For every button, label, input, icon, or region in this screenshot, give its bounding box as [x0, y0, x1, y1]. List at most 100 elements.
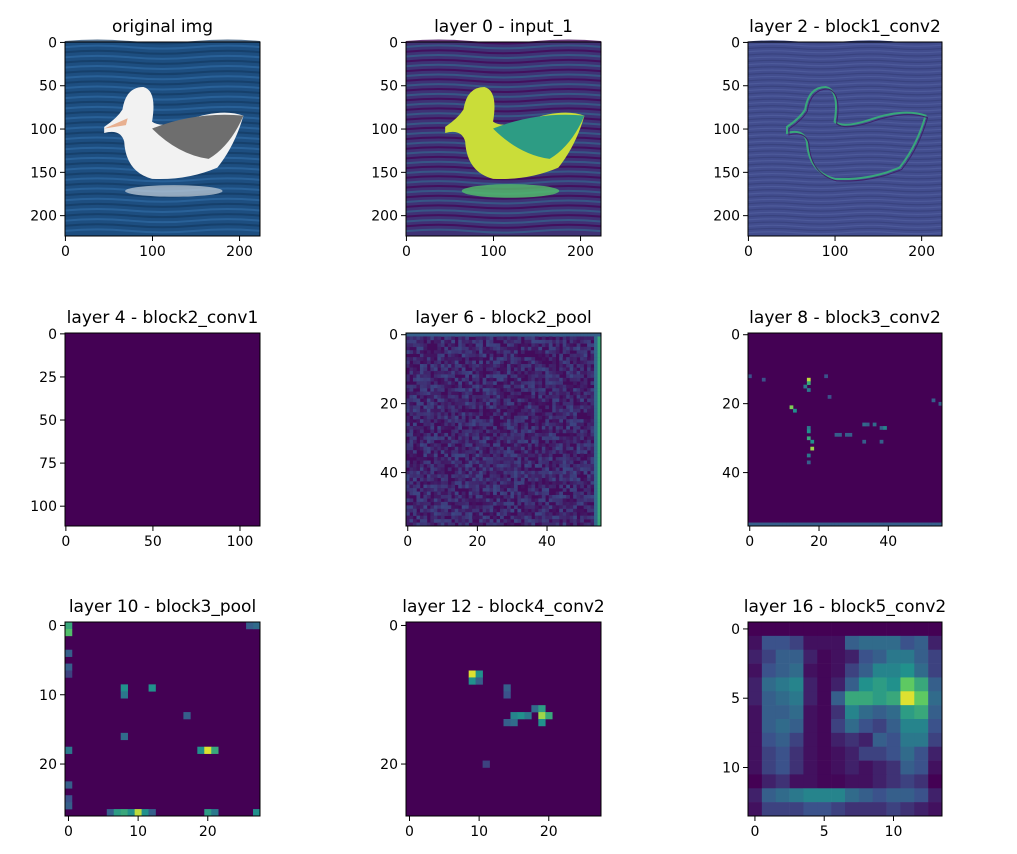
- heat-cell: [761, 677, 777, 692]
- heat-cell: [468, 388, 473, 392]
- heat-cell: [520, 505, 525, 510]
- heat-cell: [576, 333, 581, 337]
- heat-cell: [538, 415, 543, 420]
- heat-cell: [451, 370, 456, 375]
- heat-cell: [493, 405, 497, 410]
- heat-cell: [562, 512, 567, 516]
- panel-title-3: layer 4 - block2_conv1: [67, 308, 259, 328]
- heat-cell: [437, 446, 442, 451]
- x-tick-label: 100: [822, 244, 849, 260]
- heat-cell: [562, 350, 567, 354]
- heat-cell: [423, 436, 428, 441]
- heat-cell: [590, 395, 595, 399]
- heat-cell: [531, 439, 536, 444]
- heat-cell: [900, 802, 915, 817]
- heat-cell: [489, 470, 494, 475]
- heat-cell: [500, 491, 504, 496]
- heat-cell: [559, 439, 563, 444]
- heat-cell: [447, 519, 452, 523]
- heat-cell: [559, 426, 563, 430]
- heat-cell: [754, 522, 759, 526]
- heat-cell: [538, 377, 543, 382]
- heat-cell: [496, 450, 501, 454]
- heat-cell: [496, 477, 501, 482]
- heat-cell: [451, 353, 456, 358]
- heat-cell: [806, 381, 811, 385]
- heat-cell: [576, 481, 581, 485]
- heat-cell: [493, 463, 497, 468]
- heat-cell: [479, 364, 483, 368]
- heat-cell: [517, 360, 522, 365]
- heat-cell: [573, 453, 577, 458]
- heat-cell: [440, 512, 445, 516]
- heat-cell: [486, 339, 490, 344]
- heat-cell: [416, 481, 421, 485]
- heat-cell: [426, 474, 431, 479]
- heat-cell: [426, 453, 431, 458]
- heat-cell: [444, 439, 449, 444]
- heat-cell: [559, 446, 563, 451]
- heat-cell: [475, 343, 480, 348]
- heat-cell: [569, 364, 574, 368]
- heat-cell: [566, 364, 570, 368]
- heat-cell: [872, 522, 877, 526]
- heat-cell: [583, 381, 588, 385]
- heat-cell: [204, 746, 212, 754]
- heat-cell: [510, 488, 515, 492]
- heat-cell: [496, 446, 501, 451]
- heat-cell: [461, 432, 466, 437]
- heat-cell: [406, 384, 410, 389]
- wave-line: [405, 49, 602, 55]
- heat-cell: [503, 463, 508, 468]
- heat-cell: [416, 398, 421, 403]
- heat-cell: [479, 357, 483, 361]
- heat-cell: [831, 649, 846, 664]
- heat-cell: [879, 522, 884, 526]
- heat-cell: [761, 705, 777, 720]
- heat-cell: [458, 346, 463, 351]
- heat-cell: [461, 484, 466, 489]
- heat-cell: [475, 395, 480, 399]
- heat-cell: [555, 384, 560, 389]
- panel-image-8: [748, 622, 943, 817]
- heat-cell: [538, 364, 543, 368]
- heat-cell: [513, 419, 518, 423]
- axes-frame-0: [64, 41, 261, 237]
- heat-cell: [447, 450, 452, 454]
- heat-cell: [482, 401, 487, 406]
- heat-cell: [465, 501, 469, 506]
- heat-cell: [454, 364, 459, 368]
- axes-frame-7: [405, 621, 602, 817]
- heat-cell: [510, 381, 515, 385]
- heat-cell: [590, 491, 595, 496]
- heat-cell: [433, 491, 438, 496]
- heat-cell: [855, 522, 860, 526]
- heat-cell: [458, 381, 463, 385]
- wave-line: [64, 197, 261, 203]
- heat-cell: [416, 474, 421, 479]
- texture-line: [747, 198, 943, 203]
- heat-cell: [831, 622, 846, 637]
- heat-cell: [576, 336, 581, 341]
- heat-cell: [451, 346, 456, 351]
- heat-cell: [545, 491, 550, 496]
- heat-cell: [552, 508, 557, 513]
- heat-cell: [472, 522, 476, 527]
- heat-cell: [573, 333, 577, 337]
- heat-cell: [555, 460, 560, 465]
- heat-cell: [858, 774, 874, 789]
- heat-cell: [583, 336, 588, 341]
- heat-cell: [486, 381, 490, 385]
- heat-cell: [430, 436, 435, 441]
- heat-cell: [412, 488, 417, 492]
- heat-cell: [482, 336, 487, 341]
- heat-cell: [541, 522, 546, 527]
- heat-cell: [513, 443, 518, 448]
- heat-cell: [562, 367, 567, 372]
- heat-cell: [479, 346, 483, 351]
- heat-cell: [569, 488, 574, 492]
- heat-cell: [506, 370, 511, 375]
- heat-cell: [597, 494, 602, 499]
- heat-cell: [461, 470, 466, 475]
- heat-cell: [472, 498, 476, 503]
